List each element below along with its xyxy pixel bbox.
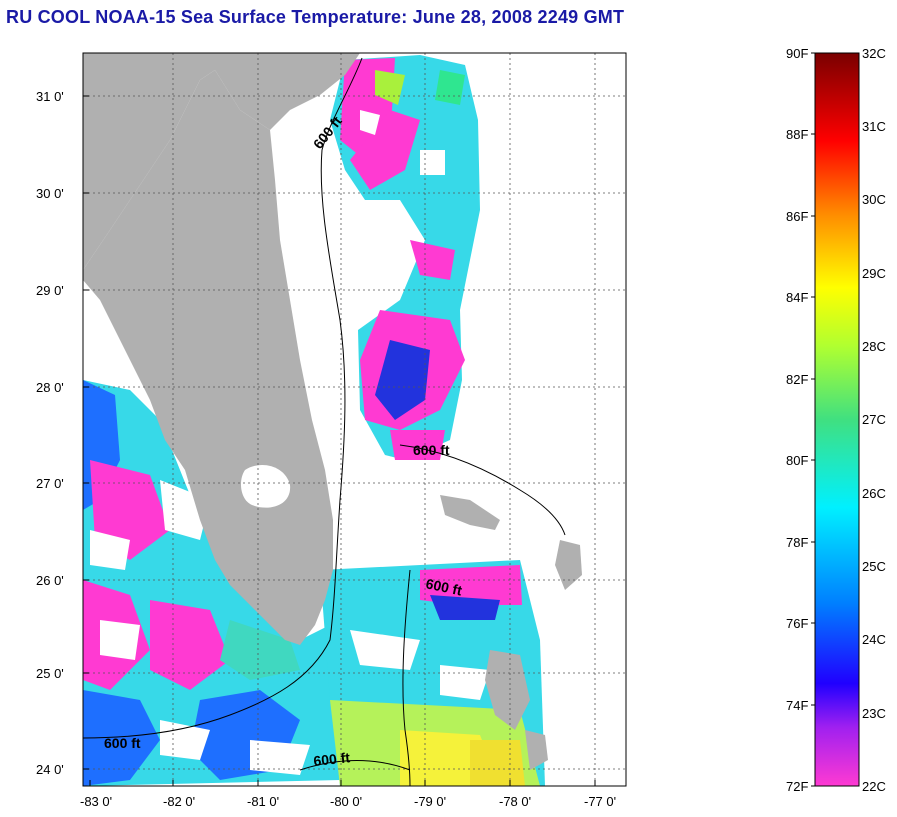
y-axis-labels: 31 0' 30 0' 29 0' 28 0' 27 0' 26 0' 25 0…	[36, 89, 64, 777]
colorbar-label-c: 29C	[862, 266, 886, 281]
map-border	[82, 52, 627, 787]
grid-lines	[83, 53, 626, 786]
colorbar-label-c: 32C	[862, 46, 886, 61]
y-tick-label: 25 0'	[36, 666, 64, 681]
colorbar-label-f: 84F	[786, 290, 808, 305]
color-scale-bar: 90F 88F 86F 84F 82F 80F 78F 76F 74F 72F …	[786, 46, 886, 794]
colorbar-c-labels: 32C 31C 30C 29C 28C 27C 26C 25C 24C 23C …	[862, 46, 886, 794]
colorbar-label-c: 22C	[862, 779, 886, 794]
y-tick-label: 24 0'	[36, 762, 64, 777]
colorbar-label-f: 90F	[786, 46, 808, 61]
colorbar-label-c: 23C	[862, 706, 886, 721]
land-layer	[83, 53, 582, 770]
contour-label: 600 ft	[313, 749, 351, 769]
colorbar-label-f: 72F	[786, 779, 808, 794]
x-axis-labels: -83 0' -82 0' -81 0' -80 0' -79 0' -78 0…	[80, 794, 616, 809]
colorbar-label-c: 30C	[862, 192, 886, 207]
contour-label: 600 ft	[104, 735, 141, 751]
colorbar-label-f: 86F	[786, 209, 808, 224]
colorbar-f-ticks	[811, 52, 815, 787]
x-tick-label: -77 0'	[584, 794, 616, 809]
colorbar-label-f: 74F	[786, 698, 808, 713]
colorbar-gradient	[814, 52, 860, 787]
colorbar-label-f: 80F	[786, 453, 808, 468]
colorbar-label-c: 28C	[862, 339, 886, 354]
y-tick-label: 29 0'	[36, 283, 64, 298]
colorbar-label-f: 78F	[786, 535, 808, 550]
colorbar-f-labels: 90F 88F 86F 84F 82F 80F 78F 76F 74F 72F	[786, 46, 808, 794]
colorbar-label-c: 27C	[862, 412, 886, 427]
contour-label: 600 ft	[413, 442, 450, 458]
colorbar-label-c: 25C	[862, 559, 886, 574]
x-tick-label: -80 0'	[330, 794, 362, 809]
y-tick-label: 31 0'	[36, 89, 64, 104]
colorbar-label-f: 82F	[786, 372, 808, 387]
y-tick-label: 26 0'	[36, 573, 64, 588]
y-tick-label: 30 0'	[36, 186, 64, 201]
map-title: RU COOL NOAA-15 Sea Surface Temperature:…	[6, 7, 625, 27]
y-tick-label: 28 0'	[36, 380, 64, 395]
x-tick-label: -82 0'	[163, 794, 195, 809]
colorbar-label-c: 26C	[862, 486, 886, 501]
sst-data-layer	[83, 55, 545, 786]
colorbar-label-f: 88F	[786, 127, 808, 142]
x-tick-label: -81 0'	[247, 794, 279, 809]
colorbar-label-f: 76F	[786, 616, 808, 631]
y-tick-label: 27 0'	[36, 476, 64, 491]
colorbar-label-c: 31C	[862, 119, 886, 134]
contour-label: 600 ft	[424, 575, 463, 598]
x-tick-label: -78 0'	[499, 794, 531, 809]
axis-ticks	[83, 95, 596, 786]
isobath-contours	[83, 57, 566, 786]
x-tick-label: -79 0'	[414, 794, 446, 809]
colorbar-label-c: 24C	[862, 632, 886, 647]
x-tick-label: -83 0'	[80, 794, 112, 809]
